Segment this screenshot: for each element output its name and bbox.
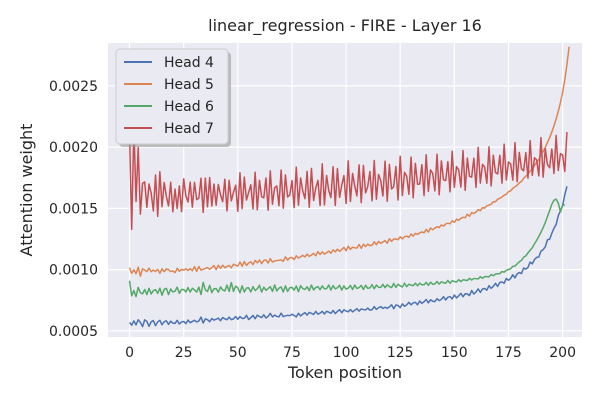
x-tick-label: 25	[175, 345, 193, 361]
y-tick-label: 0.0025	[49, 79, 98, 95]
series-line-head-5	[128, 46, 570, 277]
x-tick-label: 150	[441, 345, 468, 361]
x-tick-label: 175	[495, 345, 522, 361]
series-line-head-6	[128, 198, 566, 298]
series-layer	[128, 46, 570, 328]
x-tick-label: 0	[125, 345, 134, 361]
x-tick-label: 50	[229, 345, 247, 361]
y-axis-ticks: 0.0005 0.0010 0.0015 0.0020 0.0025	[49, 79, 98, 340]
x-tick-label: 75	[283, 345, 301, 361]
y-tick-label: 0.0020	[49, 140, 98, 156]
series-line-head-7	[128, 125, 568, 231]
x-tick-label: 125	[387, 345, 414, 361]
legend-label: Head 6	[164, 99, 214, 115]
legend-box	[115, 48, 229, 145]
legend: Head 4 Head 5 Head 6 Head 7	[115, 48, 231, 147]
y-axis-label: Attention weight	[17, 124, 36, 257]
x-axis-label: Token position	[287, 363, 402, 382]
x-tick-label: 100	[333, 345, 360, 361]
chart-title: linear_regression - FIRE - Layer 16	[208, 16, 482, 36]
x-axis-ticks: 0 25 50 75 100 125 150 175 200	[125, 345, 576, 361]
y-tick-label: 0.0005	[49, 324, 98, 340]
x-tick-label: 200	[549, 345, 576, 361]
y-tick-label: 0.0015	[49, 201, 98, 217]
series-line-head-4	[128, 186, 568, 328]
legend-label: Head 5	[164, 77, 214, 93]
legend-label: Head 7	[164, 121, 214, 137]
y-tick-label: 0.0010	[49, 263, 98, 279]
legend-label: Head 4	[164, 55, 214, 71]
